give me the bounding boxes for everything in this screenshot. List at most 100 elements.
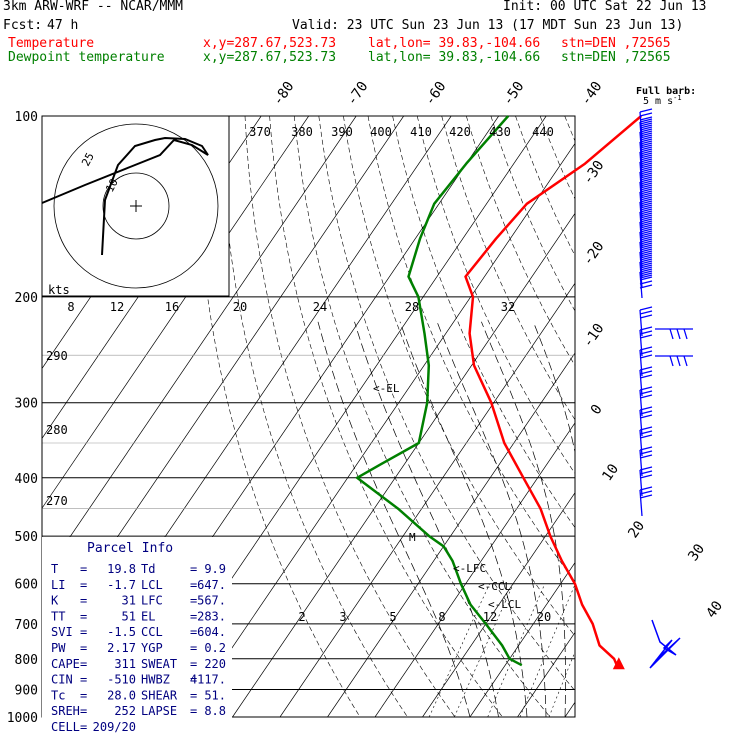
wind-barb-flag: [639, 394, 653, 399]
dry-adiabat-line: [269, 116, 503, 717]
isotherm-line: [708, 116, 740, 717]
barb-key-exponent: -1: [673, 94, 681, 102]
parcel-info-key: LFC: [141, 594, 163, 608]
hodograph-trace: [41, 136, 209, 256]
wind-barb-flag: [639, 166, 653, 171]
hodograph-ring-label: 10: [103, 177, 121, 195]
wind-barb-flag: [639, 306, 653, 311]
parcel-info-key: SWEAT: [141, 657, 177, 671]
wind-barb-flag: [639, 116, 653, 121]
dewpoint-xy: x,y=287.67,523.73: [203, 50, 337, 65]
pressure-tick-label: 600: [15, 578, 38, 593]
inset-theta-label: 290: [46, 349, 68, 363]
isotherm-label: -50: [500, 79, 528, 109]
wind-barb-flag: [639, 188, 653, 193]
parcel-info-title: Parcel Info: [87, 541, 173, 556]
parcel-info-key: CAPE: [51, 657, 80, 671]
isotherm-label: -60: [422, 79, 450, 109]
parcel-info-key: CELL: [51, 720, 80, 734]
parcel-info-key: CCL: [141, 625, 163, 639]
wind-barb-flag: [639, 434, 653, 439]
wind-barb-flag: [639, 212, 653, 217]
isotherm-label: -10: [580, 321, 608, 351]
mixing-ratio-label: 12: [483, 610, 497, 624]
parcel-info-key: SVI: [51, 625, 73, 639]
isotherm-label: -70: [344, 79, 372, 109]
parcel-info-value: -1.5: [107, 625, 136, 639]
wind-barb-flag: [683, 355, 688, 367]
wind-barb-flag: [639, 228, 653, 233]
barb-key-value: 5 m s-1: [643, 94, 682, 107]
isotherm-line: [613, 116, 740, 717]
wind-barb-flag: [639, 246, 653, 251]
parcel-info-key: SHEAR: [141, 688, 178, 702]
wind-barb-flag: [639, 314, 653, 319]
moist-adiabat-line: [436, 321, 547, 717]
parcel-info-value: 28.0: [107, 688, 136, 702]
dry-adiabat-line: [416, 116, 575, 475]
mixing-ratio-line: [454, 583, 514, 717]
parcel-info-value: -1.7: [107, 578, 136, 592]
wind-barb-flag: [639, 134, 653, 139]
moist-adiabat-line: [641, 322, 694, 717]
inset-temperature-label: 12: [110, 300, 124, 314]
wind-barb-flag: [639, 170, 653, 175]
hodograph-ring-label: 25: [79, 151, 97, 169]
wind-barb-flag: [639, 186, 653, 191]
wind-barb-flag: [639, 276, 653, 281]
wind-barb-flag: [639, 252, 653, 257]
wind-barb-flag: [683, 328, 688, 340]
pressure-tick-label: 400: [15, 472, 38, 487]
model-title: 3km ARW-WRF -- NCAR/MMM: [3, 0, 184, 14]
parcel-info-key: Td: [141, 562, 155, 576]
wind-barb-flag: [639, 184, 653, 189]
isotherm-line: [422, 492, 575, 717]
isotherm-label: 40: [703, 598, 726, 621]
m-annotation: M: [409, 531, 416, 544]
parcel-info-equals: =: [80, 562, 87, 576]
wind-barb-flag: [639, 124, 653, 129]
theta-label: 400: [370, 125, 392, 139]
chart-header: 3km ARW-WRF -- NCAR/MMM Init: 00 UTC Sat…: [0, 0, 740, 68]
isotherm-line: [279, 282, 575, 717]
plot-frame: [41, 115, 576, 718]
inset-temperature-label: 32: [501, 300, 515, 314]
pressure-tick-label: 900: [15, 683, 38, 698]
wind-barb-flag: [639, 264, 653, 269]
isotherm-line: [42, 116, 357, 579]
pressure-tick-label: 1000: [7, 711, 38, 726]
wind-barb-flag: [639, 470, 653, 475]
isotherm-label: -80: [270, 79, 298, 109]
wind-barb-flag: [639, 150, 653, 155]
barb-key-title: Full barb:: [636, 86, 696, 97]
temperature-xy: x,y=287.67,523.73: [203, 36, 337, 51]
wind-barb-flag: [639, 238, 653, 243]
wind-barb-flag: [676, 328, 681, 340]
isotherm-line: [564, 701, 575, 717]
parcel-info-value: 4117.: [190, 673, 226, 687]
parcel-info-key: LCL: [141, 578, 163, 592]
wind-barb-flag: [639, 224, 653, 229]
hodograph-ring: [102, 172, 170, 240]
wind-barb-flag: [639, 178, 653, 183]
parcel-info-value: 604.: [197, 625, 226, 639]
mixing-ratio-label: 2: [298, 610, 305, 624]
wind-barb-flag: [639, 334, 653, 339]
pressure-tick-label: 300: [15, 397, 38, 412]
moist-adiabat-line: [532, 321, 575, 454]
parcel-info-key: LAPSE: [141, 704, 177, 718]
init-time: Init: 00 UTC Sat 22 Jun 13: [503, 0, 707, 14]
parcel-info-equals: =: [190, 688, 197, 702]
wind-barb-flag: [639, 194, 653, 199]
wind-barb-flag: [639, 148, 653, 153]
isotherm-line: [184, 142, 575, 717]
parcel-info-key: PW: [51, 641, 66, 655]
inset-temperature-label: 16: [165, 300, 179, 314]
wind-barb-flag: [639, 430, 653, 435]
wind-barb-flag: [639, 202, 653, 207]
wind-barb-flag: [639, 206, 653, 211]
wind-barb-flag: [639, 490, 653, 495]
inset-temperature-label: 28: [405, 300, 419, 314]
wind-barb-flag: [639, 140, 653, 145]
